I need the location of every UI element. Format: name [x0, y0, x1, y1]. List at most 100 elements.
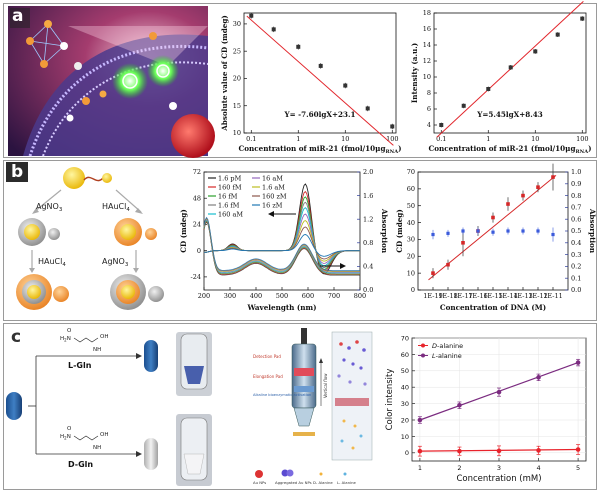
vial-d-gln [176, 414, 212, 486]
abs-curve-3 [203, 219, 360, 274]
y-axis-label: Absolute value of CD (mdeg) [220, 15, 229, 132]
x-tick-label: 1 [486, 135, 490, 143]
chart-miR21-intensity: 0.1 1 10 100 4 6 8 10 12 14 16 18 Y=5.45lgX+8.43 Conc… [410, 0, 592, 155]
svg-text:H2N: H2N [60, 336, 71, 343]
cd-point [551, 175, 555, 179]
fit-line [428, 174, 557, 281]
legend-label: 1.6 aM [262, 184, 285, 192]
x-tick-label: 1E-18 [438, 292, 457, 300]
y-right-tick-label: 0.4 [571, 239, 581, 247]
data-point [496, 389, 502, 395]
svg-text:Aggregated Au NPs: Aggregated Au NPs [275, 480, 312, 485]
svg-text:OH: OH [100, 334, 108, 340]
arrow-left-head [268, 211, 274, 217]
y-right-tick-label: 0.2 [571, 263, 581, 271]
inset-particles [335, 340, 369, 450]
svg-text:NH: NH [93, 347, 101, 353]
legend-label: D-alanine [432, 342, 463, 350]
device-label-bottom: Alkaline bioenzymatic activation [253, 393, 311, 397]
x-tick-label: 500 [276, 292, 288, 300]
y-tick-label: 0 [197, 247, 201, 255]
chart-color-intensity: 0 10 20 30 40 50 60 70 1 2 3 4 5 D-alanine L-alanine Co… [385, 334, 587, 484]
abs-point [551, 232, 555, 237]
y-tick-label: 15 [233, 102, 241, 110]
y-tick-label: 10 [401, 433, 409, 441]
x-tick-label: 1E-17 [453, 292, 472, 300]
data-point [575, 447, 581, 452]
y-tick-label: 60 [401, 351, 409, 359]
y-right-tick-label: 0.8 [363, 239, 373, 247]
y-tick-label: 6 [427, 105, 431, 113]
abs-point [431, 232, 435, 237]
y-tick-label: 16 [423, 25, 431, 33]
x-tick-label: 1E-16 [468, 292, 487, 300]
cd-curve-8 [203, 234, 360, 257]
x-tick-label: 10 [341, 135, 349, 143]
y-tick-label: 40 [407, 219, 415, 227]
data-point [461, 103, 466, 108]
dimer-ag [18, 218, 60, 246]
svg-text:L- Alanine: L- Alanine [337, 480, 356, 485]
y-tick-label: 10 [233, 129, 241, 137]
y-tick-label: 20 [407, 252, 415, 260]
y-axis-label: Intensity (a.u.) [410, 43, 419, 103]
y-tick-label: 60 [407, 185, 415, 193]
abs-curve-8 [203, 216, 360, 271]
data-point [496, 448, 502, 454]
y-tick-label: 25 [233, 47, 241, 55]
chart-dna-concentration: 1E-191E-181E-171E-161E-151E-141E-131E-12… [395, 163, 597, 312]
data-point [439, 123, 444, 127]
y-tick-label: 0 [405, 449, 409, 457]
l-gln-rod [144, 340, 158, 372]
zoom-inset [331, 331, 373, 461]
dimer-ag-au [16, 274, 69, 310]
reagent-2: HAuCl4 [102, 202, 130, 213]
data-point [318, 63, 323, 68]
reagent-4: AgNO3 [102, 257, 129, 268]
y-tick-label: 30 [401, 400, 409, 408]
device-legend: Au NPs Aggregated Au NPs D- Alanine L- A… [253, 469, 356, 485]
y-right-tick-label: 0.0 [571, 286, 581, 294]
svg-text:O: O [67, 328, 72, 334]
y-right-tick-label: 0.3 [571, 251, 581, 259]
x-tick-label: 400 [250, 292, 262, 300]
y-tick-label: 20 [401, 416, 409, 424]
chart-cd-spectra: 200 300 400 500 600 700 800 -24 0 24 48 72 0.0 0.4 0.8… [179, 168, 389, 312]
panel-a: a 0.1 1 10 100 10 15 20 25 30 Y= -7.60lgX+23.1 Con… [3, 0, 597, 158]
y-right-axis-label: Absorption [380, 208, 389, 254]
y-tick-label: 70 [407, 168, 415, 176]
x-tick-label: 0.1 [246, 135, 256, 143]
data-point [417, 417, 423, 423]
panel-label-b: b [11, 162, 24, 182]
data-point [390, 124, 395, 129]
x-tick-label: 10 [531, 135, 539, 143]
cd-point [431, 271, 435, 275]
x-tick-label: 100 [386, 135, 398, 143]
legend-label: 16 aM [262, 175, 283, 183]
legend-marker [421, 353, 425, 358]
chart-miR21-cd: 0.1 1 10 100 10 15 20 25 30 Y= -7.60lgX+23.1 Conce… [220, 12, 402, 155]
y-tick-label: 30 [407, 236, 415, 244]
reagent-1: AgNO3 [36, 202, 63, 213]
abs-point [476, 229, 480, 233]
y-right-tick-label: 0.8 [571, 192, 581, 200]
y-tick-label: 20 [233, 75, 241, 83]
x-tick-label: 5 [576, 464, 580, 472]
x-tick-label: 1E-12 [528, 292, 547, 300]
abs-point [521, 229, 525, 233]
abs-curve-6 [203, 217, 360, 273]
x-tick-label: 3 [497, 464, 501, 472]
y-tick-label: 0 [411, 286, 415, 294]
legend-label: 16 fM [218, 193, 238, 201]
abs-curve-1 [203, 220, 360, 276]
y-axis-label: CD (mdeg) [395, 209, 404, 253]
data-point [365, 106, 370, 111]
y-tick-label: 30 [233, 20, 241, 28]
y-tick-label: 10 [423, 73, 431, 81]
y-right-tick-label: 0.5 [571, 227, 581, 235]
data-point [575, 360, 581, 365]
y-tick-label: 24 [193, 221, 201, 229]
x-tick-label: 200 [198, 292, 210, 300]
data-point [536, 375, 541, 380]
panel-b: AgNO3 HAuCl4 HAuCl4 AgNO3 b 200 300 400 500… [3, 160, 597, 321]
